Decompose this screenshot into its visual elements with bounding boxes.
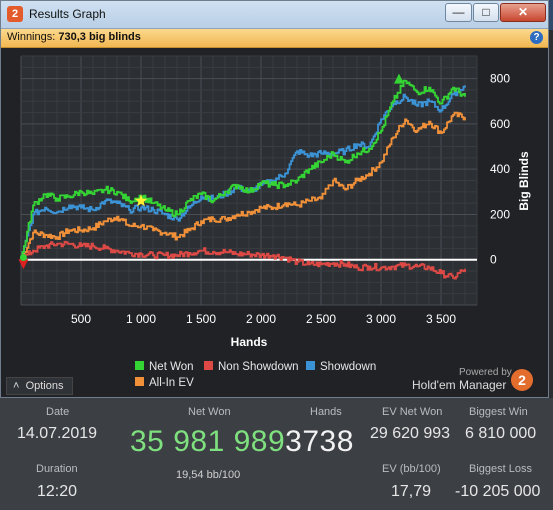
biggest-win-label: Biggest Win <box>469 406 528 418</box>
window-title: Results Graph <box>29 7 106 21</box>
low-marker <box>18 259 29 270</box>
series-line-net-won <box>21 79 466 261</box>
x-tick-label: 3 000 <box>366 312 396 326</box>
date-value: 14.07.2019 <box>17 425 98 442</box>
y-axis-label: Big Blinds <box>517 151 531 211</box>
duration-value: 12:20 <box>37 483 78 500</box>
hands-count: 3738 <box>285 425 354 458</box>
legend-item-showdown[interactable]: Showdown <box>306 361 376 373</box>
x-tick-labels: 500 1 000 1 500 2 000 2 500 3 000 3 500 <box>71 312 456 326</box>
x-tick-label: 2 500 <box>306 312 336 326</box>
x-tick-label: 3 500 <box>426 312 456 326</box>
ev-net-won-label: EV Net Won <box>382 406 443 418</box>
options-button[interactable]: ˄ Options <box>6 377 73 395</box>
x-tick-label: 2 000 <box>246 312 276 326</box>
net-won-value: 35 981 9893738 <box>130 425 354 459</box>
net-won-label: Net Won <box>188 406 231 418</box>
holdem-manager-logo-icon: 2 <box>511 369 533 391</box>
results-chart-svg: 500 1 000 1 500 2 000 2 500 3 000 3 500 0 200 40… <box>1 48 548 358</box>
legend-label-net-won: Net Won <box>149 361 194 373</box>
hands-label: Hands <box>310 406 342 418</box>
date-label: Date <box>46 406 70 418</box>
y-tick-label: 400 <box>490 162 510 176</box>
series-line-all-in-ev <box>21 111 466 261</box>
net-won-amount: 35 981 989 <box>130 425 286 458</box>
results-chart: 500 1 000 1 500 2 000 2 500 3 000 3 500 0 200 40… <box>1 48 548 363</box>
options-label: Options <box>25 380 64 392</box>
x-tick-label: 1 500 <box>186 312 216 326</box>
brand-name: Hold'em Manager <box>412 378 507 392</box>
grid <box>20 55 478 306</box>
ev-bb-label: EV (bb/100) <box>382 463 441 475</box>
winnings-label: Winnings: <box>7 31 56 43</box>
peak-marker <box>394 73 404 84</box>
close-button[interactable]: ✕ <box>500 3 546 22</box>
app-logo-icon: 2 <box>7 6 23 22</box>
winnings-value: 730,3 big blinds <box>58 31 141 43</box>
series-line-non-showdown <box>21 240 466 280</box>
minimize-button[interactable]: — <box>445 3 472 22</box>
title-bar[interactable]: 2 Results Graph — □ ✕ <box>1 1 548 29</box>
y-tick-label: 0 <box>490 253 497 267</box>
non-showdown-swatch <box>204 361 213 370</box>
legend-item-non-showdown[interactable]: Non Showdown <box>204 361 299 373</box>
x-axis-label: Hands <box>231 335 268 349</box>
markers-group <box>18 73 404 270</box>
net-won-swatch <box>135 361 144 370</box>
duration-label: Duration <box>36 463 78 475</box>
x-tick-label: 500 <box>71 312 91 326</box>
y-tick-label: 800 <box>490 72 510 86</box>
y-tick-labels: 0 200 400 600 800 <box>490 72 510 267</box>
winnings-text: Winnings: 730,3 big blinds <box>7 31 141 43</box>
start-marker <box>19 253 27 261</box>
biggest-win-value: 6 810 000 <box>465 425 537 442</box>
ev-net-won-value: 29 620 993 <box>370 425 451 442</box>
powered-by-text: Powered by <box>459 367 512 378</box>
results-graph-window: 2 Results Graph — □ ✕ Winnings: 730,3 bi… <box>0 0 549 398</box>
help-icon[interactable]: ? <box>530 31 543 44</box>
x-tick-label: 1 000 <box>126 312 156 326</box>
legend-item-all-in-ev[interactable]: All-In EV <box>135 377 194 389</box>
star-marker <box>134 194 148 207</box>
session-stats-panel: Date 14.07.2019 Duration 12:20 Net Won 3… <box>0 398 553 510</box>
legend-label-all-in-ev: All-In EV <box>149 377 194 389</box>
legend-label-non-showdown: Non Showdown <box>218 361 299 373</box>
ev-bb-value: 17,79 <box>391 483 432 500</box>
biggest-loss-label: Biggest Loss <box>469 463 532 475</box>
y-tick-label: 600 <box>490 117 510 131</box>
series-group <box>21 79 466 280</box>
maximize-button[interactable]: □ <box>473 3 499 22</box>
bb-per-100-value: 19,54 bb/100 <box>176 469 241 481</box>
y-tick-label: 200 <box>490 207 510 221</box>
biggest-loss-value: -10 205 000 <box>455 483 541 500</box>
legend-label-showdown: Showdown <box>320 361 377 373</box>
all-in-ev-swatch <box>135 377 144 386</box>
winnings-bar: Winnings: 730,3 big blinds ? <box>1 29 548 48</box>
legend-item-net-won[interactable]: Net Won <box>135 361 194 373</box>
chevron-up-icon: ˄ <box>13 380 20 392</box>
showdown-swatch <box>306 361 315 370</box>
